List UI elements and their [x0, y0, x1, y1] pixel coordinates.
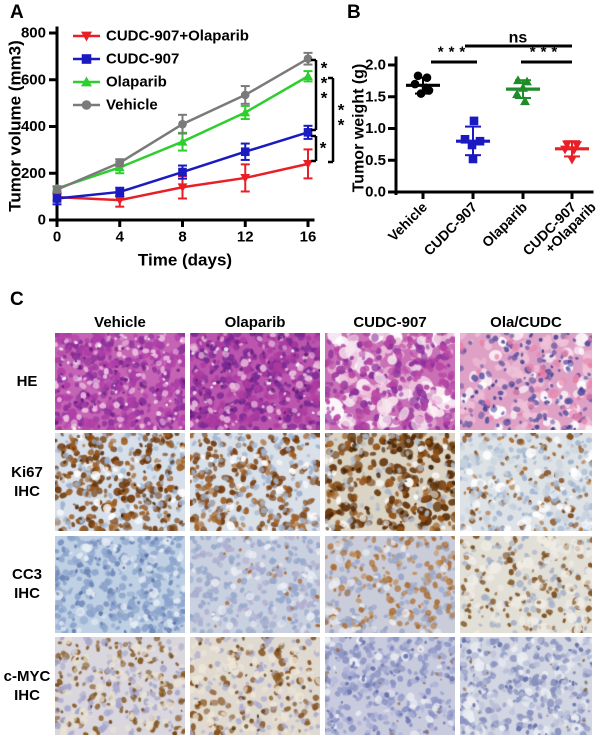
legend-label: CUDC-907 [106, 51, 179, 68]
series-vehicle [52, 51, 313, 194]
histology-image-c-myc-ihc-olaparib [190, 637, 320, 735]
svg-text:***: *** [438, 44, 471, 61]
row-label-cc3-ihc: CC3 IHC [11, 566, 42, 602]
group-label: CUDC-907+Olaparib [519, 189, 599, 269]
svg-text:2.0: 2.0 [365, 57, 386, 74]
group-label: Olaparib [479, 199, 530, 250]
svg-text:8: 8 [178, 229, 186, 246]
group-cudc-907-olaparib [555, 140, 589, 165]
svg-text:400: 400 [21, 118, 46, 135]
histology-image-he-cudc-907 [325, 333, 455, 430]
significance-a: ****** [311, 59, 345, 164]
svg-text:0: 0 [38, 212, 46, 229]
svg-text:200: 200 [21, 165, 46, 182]
svg-text:*: * [320, 139, 327, 158]
y-axis-label-b: Tumor weight (g) [351, 64, 368, 193]
row-label-he: HE [16, 373, 38, 390]
row-label-ki67-ihc: Ki67 IHC [11, 464, 43, 500]
histology-image-cc3-ihc-vehicle [55, 536, 185, 633]
histology-image-c-myc-ihc-vehicle [55, 637, 185, 735]
svg-text:12: 12 [237, 229, 254, 246]
series-cudc-907 [52, 124, 313, 206]
row-label-cmyc-ihc: c-MYC IHC [3, 668, 51, 704]
svg-text:800: 800 [21, 25, 46, 42]
axes-a: 0 200 400 600 800 0 4 8 12 16 Tumor volume (mm3) Ti… [6, 25, 317, 270]
x-axis-label-a: Time (days) [138, 251, 232, 270]
legend-label: Olaparib [106, 74, 167, 91]
svg-text:*: * [338, 101, 345, 120]
column-header-vehicle: Vehicle [94, 314, 146, 331]
histology-image-ki67-ihc-ola-cudc [460, 433, 592, 531]
svg-text:ns: ns [509, 30, 528, 47]
panel-a-tumor-volume: A 0 200 400 600 800 0 4 8 12 16 Tumor volume (mm3)… [0, 0, 345, 285]
panel-c-histology: C Vehicle Olaparib CUDC-907 Ola/CUDC HE … [0, 285, 600, 738]
svg-text:4: 4 [116, 229, 125, 246]
group-label: Vehicle [385, 199, 431, 245]
histology-image-he-vehicle [55, 333, 185, 430]
svg-text:*: * [321, 59, 328, 78]
histology-image-c-myc-ihc-ola-cudc [460, 637, 592, 735]
legend-label: Vehicle [106, 97, 158, 114]
histology-image-cc3-ihc-cudc-907 [325, 536, 455, 633]
svg-text:***: *** [530, 44, 563, 61]
panel-a-label: A [10, 2, 24, 23]
y-axis-label-a: Tumor volume (mm3) [6, 40, 25, 212]
svg-text:1.0: 1.0 [365, 120, 386, 137]
column-header-olaparib: Olaparib [224, 314, 286, 331]
svg-text:600: 600 [21, 71, 46, 88]
legend-a: CUDC-907+Olaparib CUDC-907 Olaparib Vehicle [73, 28, 249, 114]
svg-text:*: * [338, 116, 345, 135]
histology-image-he-olaparib [190, 333, 320, 430]
svg-text:*: * [321, 89, 328, 108]
svg-text:0.5: 0.5 [365, 152, 386, 169]
histology-image-ki67-ihc-olaparib [190, 433, 320, 531]
group-olaparib [506, 75, 540, 106]
tumor-volume-chart: 0 200 400 600 800 0 4 8 12 16 Tumor volume (mm3) Ti… [6, 25, 345, 270]
histology-image-ki67-ihc-vehicle [55, 433, 185, 531]
column-header-cudc907: CUDC-907 [353, 314, 427, 331]
histology-image-ki67-ihc-cudc-907 [325, 433, 455, 531]
svg-text:0: 0 [53, 229, 61, 246]
svg-text:*: * [321, 74, 328, 93]
panel-b-tumor-weight: B 0.0 0.5 1.0 1.5 2.0 Tumor weight (g) Vehicle… [345, 0, 600, 285]
panel-b-label: B [347, 2, 361, 23]
histology-image-c-myc-ihc-cudc-907 [325, 637, 455, 735]
svg-text:16: 16 [300, 229, 317, 246]
svg-text:0.0: 0.0 [365, 184, 386, 201]
group-vehicle [406, 71, 440, 98]
group-cudc-907 [456, 116, 490, 164]
histology-image-cc3-ihc-ola-cudc [460, 536, 592, 633]
histology-image-he-ola-cudc [460, 333, 592, 430]
histology-image-cc3-ihc-olaparib [190, 536, 320, 633]
legend-label: CUDC-907+Olaparib [106, 28, 249, 45]
svg-text:1.5: 1.5 [365, 88, 386, 105]
significance-b: *** ***ns [431, 30, 572, 64]
group-label: CUDC-907 [420, 199, 480, 259]
column-header-olacudc: Ola/CUDC [490, 314, 562, 331]
panel-c-label: C [10, 289, 24, 310]
